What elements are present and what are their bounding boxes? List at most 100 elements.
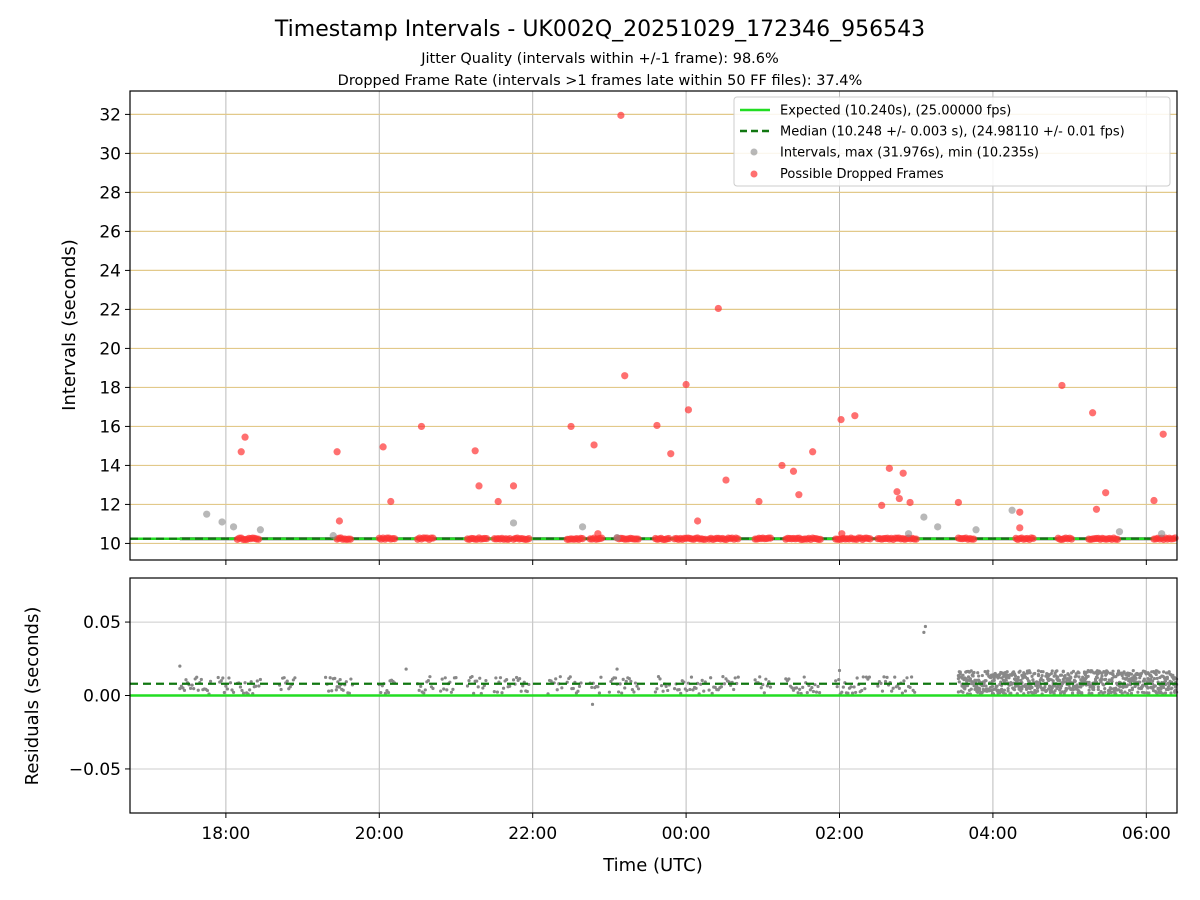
residual-point [1103, 686, 1107, 691]
intervals-y-tick-label: 16 [99, 417, 121, 437]
residual-point [1005, 670, 1009, 674]
residual-point [1006, 686, 1010, 691]
residual-point [255, 679, 259, 683]
residual-point [440, 677, 444, 681]
residual-point [1036, 672, 1041, 677]
dropped-frame-point [682, 380, 690, 389]
residual-point [1127, 688, 1132, 693]
residual-point [334, 688, 338, 692]
residual-point [910, 675, 914, 679]
dropped-frame-point [837, 415, 845, 424]
residual-point [702, 689, 706, 693]
residual-point [623, 686, 627, 690]
dropped-frame-point [906, 498, 914, 507]
residual-point [328, 676, 332, 680]
residual-point [998, 691, 1002, 695]
residual-point [422, 691, 426, 695]
residual-point [902, 679, 906, 683]
residual-point [1111, 669, 1115, 673]
residual-point [1169, 691, 1173, 695]
residual-point [621, 677, 625, 682]
residual-point [1075, 683, 1079, 687]
residual-point [349, 677, 353, 681]
residual-point [1055, 669, 1059, 673]
residual-point [1162, 685, 1166, 690]
dropped-frame-point [1113, 535, 1122, 543]
residual-point [568, 675, 572, 679]
residual-point [1013, 674, 1018, 678]
dropped-frame-point [795, 491, 803, 499]
residual-point [977, 674, 981, 678]
x-tick-label: 04:00 [968, 824, 1017, 844]
residual-point [617, 690, 621, 694]
residual-point [661, 689, 665, 693]
dropped-frame-point [525, 535, 533, 543]
residual-point [1025, 671, 1030, 675]
residual-point [1007, 676, 1011, 680]
intervals-panel: 10 12 14 16 18 20 22 24 26 28 30 32 Intervals (seco… [59, 90, 1179, 565]
residual-point [855, 676, 859, 680]
residual-point [768, 685, 773, 689]
residual-point [1153, 684, 1157, 688]
residual-point [700, 678, 704, 682]
residual-point [732, 687, 736, 692]
residual-point [221, 676, 225, 680]
residual-point [293, 676, 297, 680]
dropped-frame-point [755, 497, 763, 506]
residual-point [1086, 674, 1090, 678]
residual-point [1030, 685, 1034, 690]
residual-point [885, 675, 889, 679]
dropped-frame-point [766, 534, 775, 542]
residual-point [224, 684, 228, 688]
x-tick-label: 22:00 [508, 824, 557, 844]
dropped-frame-point [878, 501, 886, 509]
residual-point [1071, 687, 1076, 692]
residual-point [445, 688, 449, 692]
residual-point [238, 685, 243, 689]
intervals-axes-frame [129, 90, 1178, 561]
residual-point [205, 688, 210, 693]
residual-point [243, 681, 247, 685]
interval-point [1008, 506, 1016, 514]
dropped-frame-point [1029, 534, 1037, 543]
residual-point [1110, 679, 1114, 684]
dropped-frame-point [722, 476, 730, 484]
residual-point [710, 691, 714, 696]
residual-point [1100, 677, 1104, 681]
residual-point [699, 682, 703, 686]
residual-point [1039, 676, 1043, 680]
residual-point [1167, 670, 1171, 674]
residual-point [1163, 679, 1168, 683]
residual-point [527, 682, 531, 687]
residual-point [1056, 675, 1060, 679]
dropped-frame-point [590, 441, 598, 449]
x-tick-label: 06:00 [1122, 824, 1171, 844]
dropped-frame-point [1016, 508, 1024, 516]
dropped-frame-point [734, 535, 742, 543]
residual-point [508, 684, 512, 688]
residual-point [969, 669, 973, 673]
residual-point [1147, 691, 1151, 695]
residual-point [454, 676, 458, 680]
intervals-y-tick-label: 20 [99, 339, 121, 359]
residual-point [431, 686, 435, 691]
residual-point [980, 690, 984, 694]
dropped-frame-point [1102, 489, 1110, 497]
dropped-frame-point [851, 412, 859, 420]
residual-point [323, 675, 328, 679]
residual-point [184, 678, 188, 682]
residuals-y-tick-label: 0.05 [83, 613, 121, 633]
residual-point [554, 677, 558, 681]
residual-point [576, 689, 580, 693]
residual-point [798, 687, 802, 691]
dropped-frame-point [237, 448, 245, 456]
interval-point [920, 513, 928, 521]
dropped-frame-point [893, 488, 901, 496]
residual-point [1016, 675, 1020, 679]
dropped-frame-point [335, 517, 343, 525]
residual-point [219, 679, 223, 683]
residual-point [613, 676, 618, 680]
residual-point [758, 675, 762, 679]
residual-point [632, 690, 636, 694]
residual-point [1119, 689, 1123, 693]
